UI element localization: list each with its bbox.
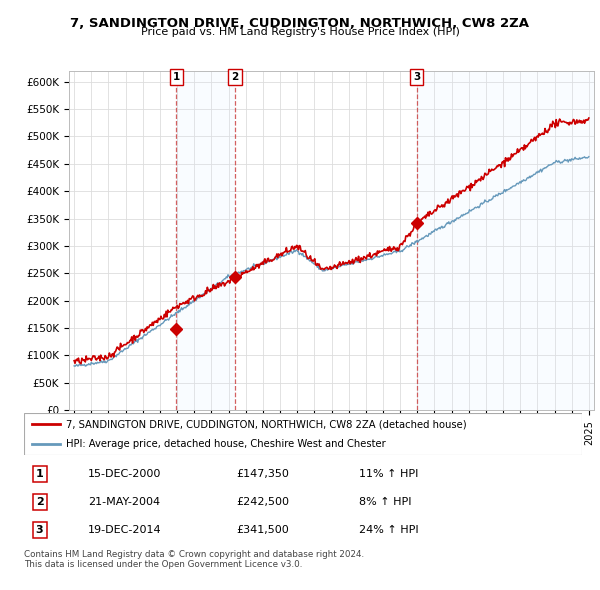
Text: £147,350: £147,350 [236,469,289,479]
Text: Price paid vs. HM Land Registry's House Price Index (HPI): Price paid vs. HM Land Registry's House … [140,27,460,37]
Text: 21-MAY-2004: 21-MAY-2004 [88,497,160,507]
Text: HPI: Average price, detached house, Cheshire West and Chester: HPI: Average price, detached house, Ches… [66,439,386,449]
Text: Contains HM Land Registry data © Crown copyright and database right 2024.
This d: Contains HM Land Registry data © Crown c… [24,550,364,569]
Text: 2: 2 [36,497,43,507]
Text: 7, SANDINGTON DRIVE, CUDDINGTON, NORTHWICH, CW8 2ZA (detached house): 7, SANDINGTON DRIVE, CUDDINGTON, NORTHWI… [66,419,466,430]
Bar [416,71,594,410]
Text: £242,500: £242,500 [236,497,289,507]
Text: 3: 3 [413,73,420,83]
Text: 24% ↑ HPI: 24% ↑ HPI [359,525,418,535]
Text: 11% ↑ HPI: 11% ↑ HPI [359,469,418,479]
Text: 19-DEC-2014: 19-DEC-2014 [88,525,162,535]
Text: 1: 1 [173,73,180,83]
Text: 1: 1 [36,469,43,479]
Text: 15-DEC-2000: 15-DEC-2000 [88,469,161,479]
Text: £341,500: £341,500 [236,525,289,535]
Text: 2: 2 [232,73,239,83]
Text: 8% ↑ HPI: 8% ↑ HPI [359,497,412,507]
Bar [176,71,235,410]
Text: 3: 3 [36,525,43,535]
Text: 7, SANDINGTON DRIVE, CUDDINGTON, NORTHWICH, CW8 2ZA: 7, SANDINGTON DRIVE, CUDDINGTON, NORTHWI… [71,17,530,30]
